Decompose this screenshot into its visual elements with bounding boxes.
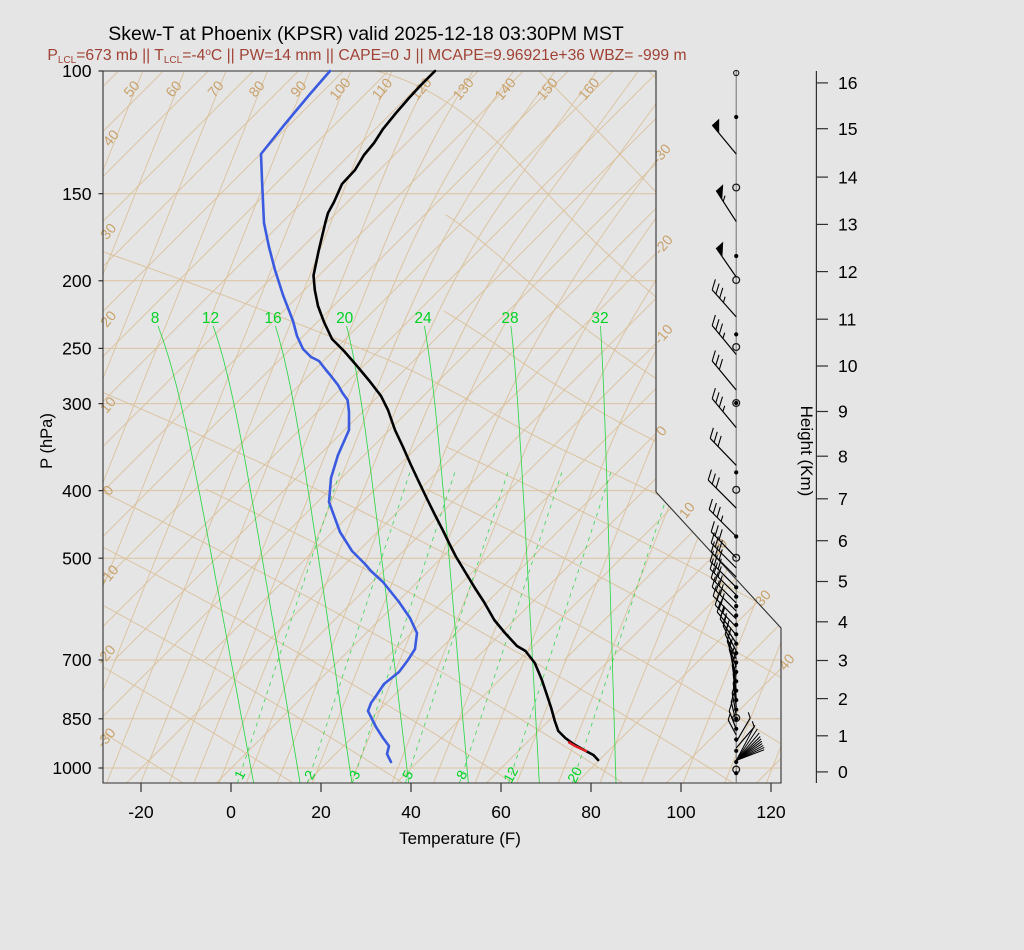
svg-text:16: 16	[264, 310, 281, 327]
svg-text:13: 13	[838, 215, 858, 235]
svg-text:40: 40	[401, 802, 421, 822]
svg-text:11: 11	[838, 309, 856, 329]
svg-text:100: 100	[666, 802, 696, 822]
svg-text:60: 60	[491, 802, 511, 822]
svg-text:Height (Km): Height (Km)	[797, 406, 816, 497]
svg-text:1000: 1000	[52, 758, 91, 778]
svg-text:9: 9	[838, 402, 848, 422]
svg-text:7: 7	[838, 489, 848, 509]
svg-text:100: 100	[62, 61, 92, 81]
svg-text:40: 40	[100, 127, 123, 150]
svg-text:10: 10	[838, 356, 858, 376]
svg-text:400: 400	[62, 481, 92, 501]
svg-text:70: 70	[205, 78, 228, 101]
svg-text:4: 4	[838, 612, 848, 632]
svg-text:0: 0	[838, 762, 848, 782]
svg-text:P (hPa): P (hPa)	[38, 413, 56, 469]
svg-text:14: 14	[838, 167, 858, 187]
svg-text:8: 8	[151, 310, 160, 327]
svg-text:90: 90	[288, 78, 311, 101]
svg-text:6: 6	[838, 531, 848, 551]
svg-text:15: 15	[838, 119, 858, 139]
svg-text:150: 150	[62, 184, 92, 204]
svg-text:16: 16	[838, 73, 858, 93]
svg-text:300: 300	[62, 394, 92, 414]
svg-text:32: 32	[591, 310, 608, 327]
svg-text:40: 40	[776, 651, 799, 674]
svg-text:120: 120	[756, 802, 786, 822]
svg-text:2: 2	[838, 689, 848, 709]
svg-text:60: 60	[163, 78, 186, 101]
svg-text:50: 50	[121, 78, 144, 101]
svg-text:1: 1	[838, 726, 848, 746]
svg-text:3: 3	[838, 651, 848, 671]
svg-text:5: 5	[838, 572, 848, 592]
svg-text:500: 500	[62, 548, 92, 568]
svg-text:Skew-T at Phoenix (KPSR) valid: Skew-T at Phoenix (KPSR) valid 2025-12-1…	[108, 23, 624, 45]
svg-text:250: 250	[62, 339, 92, 359]
svg-text:-20: -20	[128, 802, 154, 822]
svg-text:10: 10	[676, 500, 699, 523]
svg-text:80: 80	[246, 78, 269, 101]
svg-text:200: 200	[62, 271, 92, 291]
svg-text:Temperature (F): Temperature (F)	[399, 829, 521, 848]
svg-text:20: 20	[336, 310, 354, 327]
svg-text:20: 20	[311, 802, 331, 822]
svg-text:12: 12	[500, 764, 522, 785]
svg-text:PLCL=673 mb || TLCL=-4oC || PW: PLCL=673 mb || TLCL=-4oC || PW=14 mm || …	[47, 47, 686, 66]
svg-text:12: 12	[838, 262, 858, 282]
svg-text:700: 700	[62, 650, 92, 670]
svg-text:28: 28	[501, 310, 518, 327]
svg-text:24: 24	[414, 310, 432, 327]
svg-text:30: 30	[752, 587, 775, 610]
svg-text:8: 8	[838, 446, 848, 466]
svg-text:12: 12	[202, 310, 219, 327]
svg-text:0: 0	[226, 802, 236, 822]
svg-text:80: 80	[581, 802, 601, 822]
svg-text:20: 20	[564, 764, 586, 785]
svg-text:850: 850	[62, 709, 92, 729]
